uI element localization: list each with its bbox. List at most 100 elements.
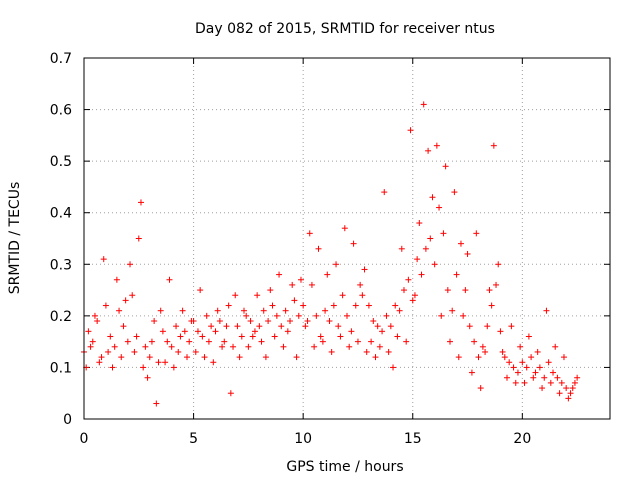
data-point (457, 240, 464, 247)
data-point (157, 307, 164, 314)
data-point (420, 101, 427, 108)
data-point (488, 302, 495, 309)
data-point (532, 369, 539, 376)
data-point (232, 292, 239, 299)
data-point (324, 271, 331, 278)
data-point (262, 354, 269, 361)
data-point (271, 333, 278, 340)
data-point (462, 287, 469, 294)
data-point (236, 354, 243, 361)
data-point (414, 256, 421, 263)
data-point (396, 307, 403, 314)
data-point (543, 307, 550, 314)
data-point (269, 302, 276, 309)
data-point (387, 323, 394, 330)
data-points (81, 101, 581, 407)
data-point (205, 338, 212, 345)
data-point (210, 359, 217, 366)
data-point (181, 328, 188, 335)
data-point (216, 318, 223, 325)
data-point (346, 343, 353, 350)
data-point (411, 292, 418, 299)
y-axis-label: SRMTID / TECUs (7, 182, 23, 295)
data-point (368, 338, 375, 345)
data-point (425, 147, 432, 154)
data-point (528, 354, 535, 361)
data-point (107, 333, 114, 340)
x-tick-label: 15 (404, 431, 422, 447)
data-point (188, 318, 195, 325)
data-point (547, 379, 554, 386)
data-point (254, 292, 261, 299)
data-point (523, 364, 530, 371)
data-point (184, 354, 191, 361)
data-point (499, 348, 506, 355)
data-point (313, 312, 320, 319)
data-point (199, 333, 206, 340)
data-point (164, 338, 171, 345)
data-point (359, 292, 366, 299)
data-point (442, 163, 449, 170)
data-point (503, 374, 510, 381)
data-point (240, 307, 247, 314)
data-point (521, 379, 528, 386)
data-point (302, 323, 309, 330)
data-point (267, 287, 274, 294)
data-point (379, 328, 386, 335)
data-point (304, 318, 311, 325)
data-point (482, 348, 489, 355)
data-point (341, 225, 348, 232)
data-point (394, 333, 401, 340)
data-point (381, 189, 388, 196)
data-point (96, 359, 103, 366)
data-point (569, 385, 576, 392)
data-point (556, 390, 563, 397)
data-point (506, 359, 513, 366)
data-point (350, 240, 357, 247)
data-point (175, 348, 182, 355)
data-point (519, 359, 526, 366)
data-point (291, 297, 298, 304)
data-point (328, 348, 335, 355)
data-point (151, 318, 158, 325)
y-tick-label: 0.5 (50, 154, 72, 170)
data-point (552, 343, 559, 350)
data-point (131, 348, 138, 355)
data-point (306, 230, 313, 237)
data-point (214, 307, 221, 314)
data-point (486, 287, 493, 294)
data-point (201, 354, 208, 361)
data-point (409, 297, 416, 304)
data-point (530, 374, 537, 381)
data-point (501, 354, 508, 361)
data-point (565, 395, 572, 402)
data-point (192, 348, 199, 355)
data-point (374, 323, 381, 330)
data-point (109, 364, 116, 371)
data-point (407, 127, 414, 134)
data-point (495, 261, 502, 268)
data-point (315, 245, 322, 252)
data-point (256, 323, 263, 330)
data-point (330, 302, 337, 309)
x-tick-label: 5 (189, 431, 198, 447)
data-point (563, 385, 570, 392)
data-point (116, 307, 123, 314)
data-point (89, 338, 96, 345)
data-point (308, 281, 315, 288)
x-tick-label: 20 (513, 431, 531, 447)
data-point (484, 323, 491, 330)
data-point (203, 312, 210, 319)
data-point (223, 323, 230, 330)
data-point (91, 312, 98, 319)
data-point (102, 302, 109, 309)
data-point (574, 374, 581, 381)
data-point (335, 323, 342, 330)
data-point (398, 245, 405, 252)
data-point (471, 338, 478, 345)
data-point (251, 328, 258, 335)
data-point (333, 261, 340, 268)
data-point (159, 328, 166, 335)
